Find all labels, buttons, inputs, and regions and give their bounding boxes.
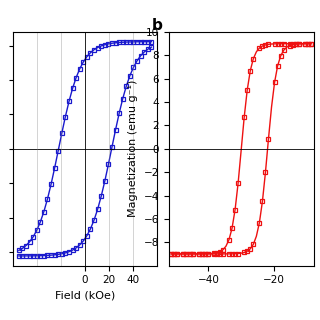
X-axis label: Field (kOe): Field (kOe) [55,291,115,301]
Y-axis label: Magnetization (emu g⁻¹): Magnetization (emu g⁻¹) [128,80,138,218]
Text: b: b [152,18,163,33]
